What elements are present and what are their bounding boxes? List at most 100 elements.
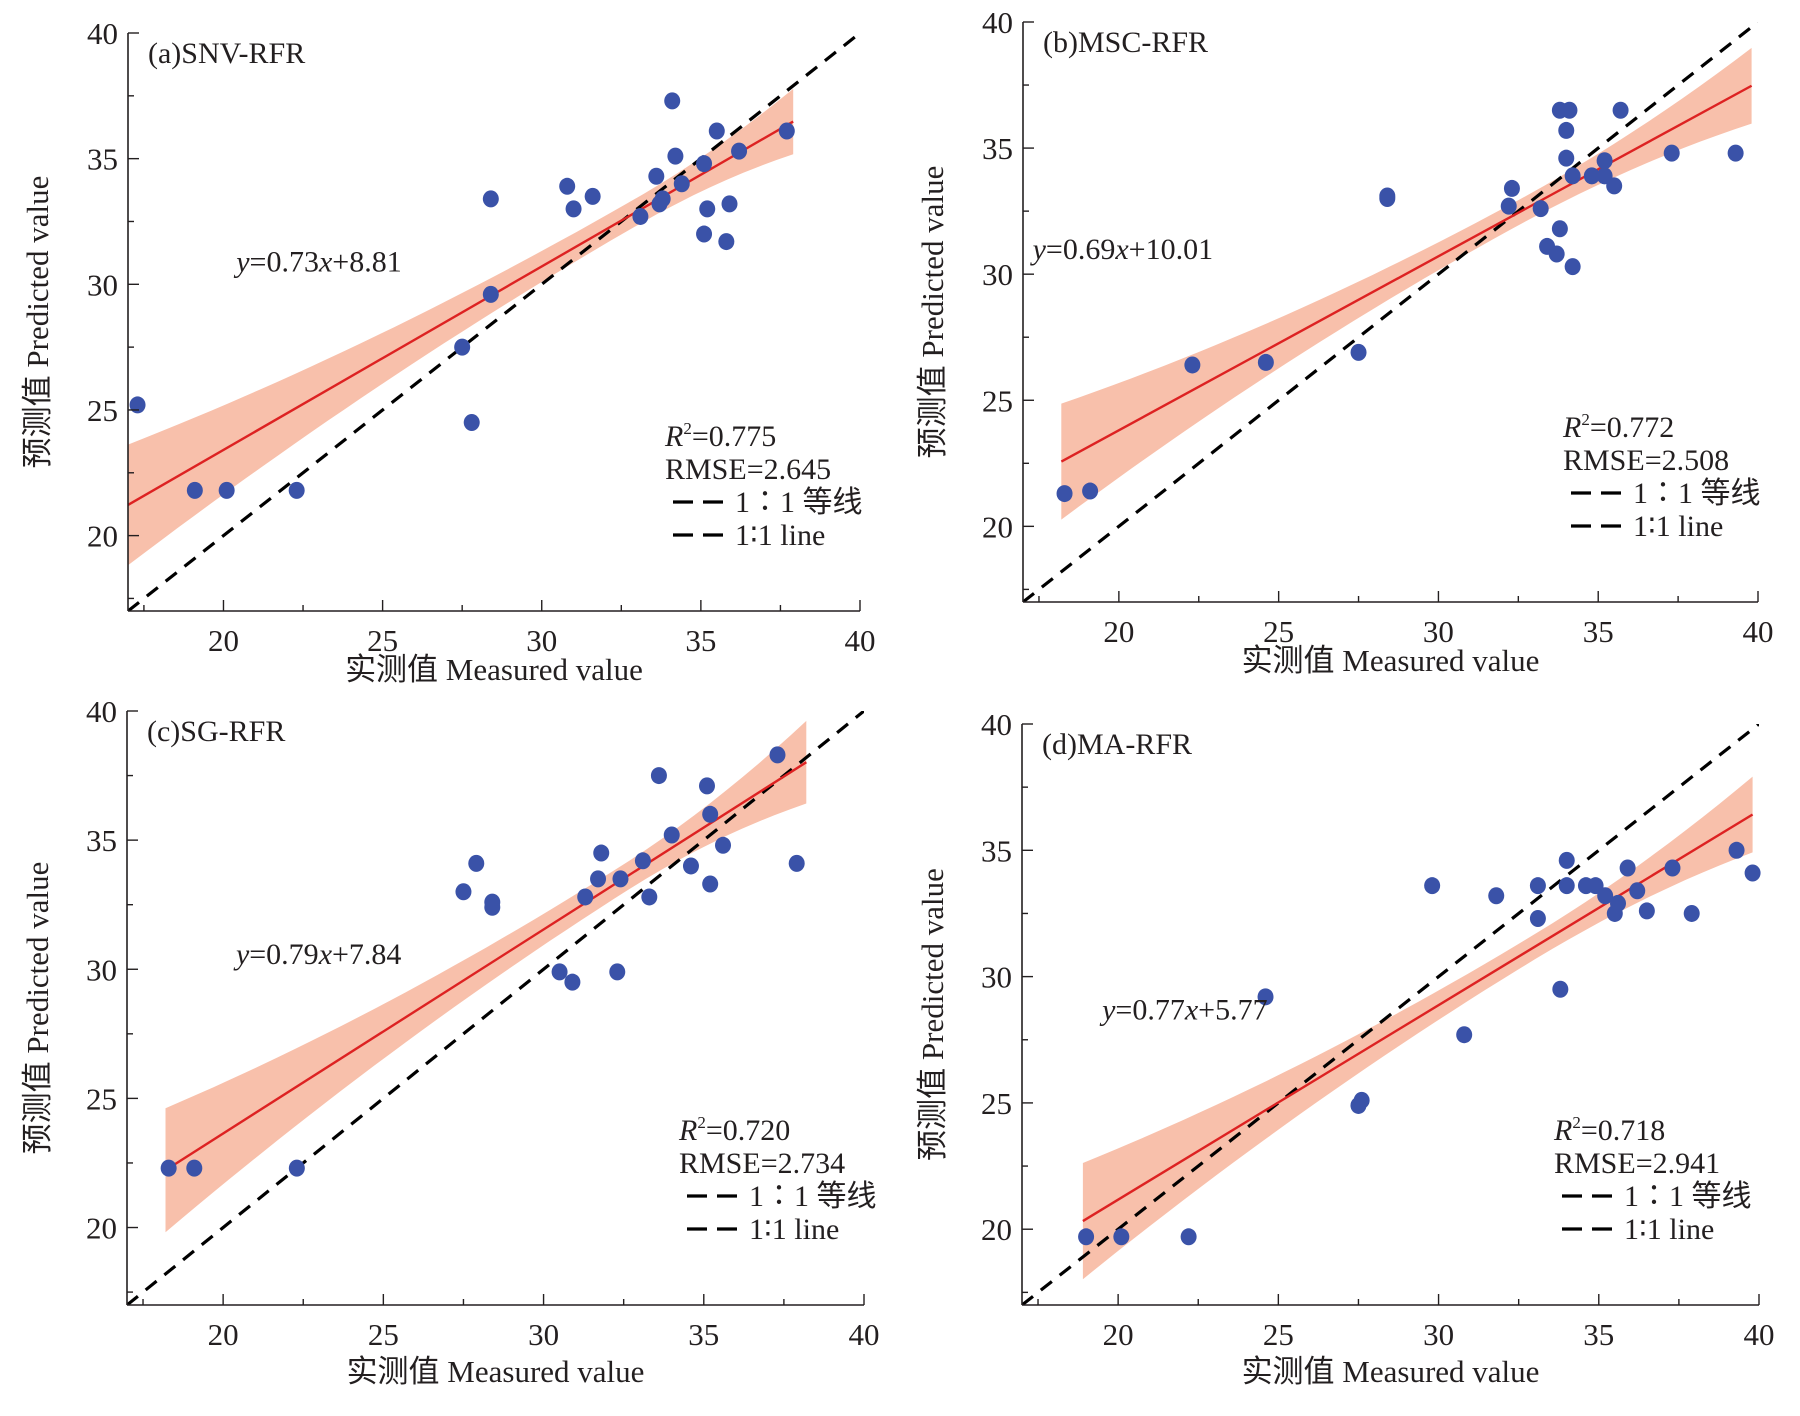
data-point bbox=[559, 177, 576, 195]
y-tick-label: 40 bbox=[86, 694, 117, 729]
data-point bbox=[564, 973, 581, 991]
panel-title: (d)MA-RFR bbox=[1042, 728, 1192, 761]
data-point bbox=[1558, 149, 1575, 167]
y-tick-label: 30 bbox=[981, 960, 1012, 995]
data-point bbox=[565, 200, 582, 218]
y-axis-title: 预测值 Predicted value bbox=[20, 176, 55, 469]
data-point bbox=[1353, 1091, 1370, 1109]
data-point bbox=[715, 836, 732, 854]
rmse: RMSE=2.941 bbox=[1554, 1147, 1720, 1180]
x-tick-label: 30 bbox=[528, 1317, 559, 1352]
x-tick-label: 30 bbox=[526, 623, 557, 658]
r-squared-symbol: R bbox=[664, 420, 683, 453]
y-tick-label: 20 bbox=[87, 519, 118, 554]
data-point bbox=[696, 155, 713, 173]
y-tick-label: 40 bbox=[982, 5, 1013, 40]
data-point bbox=[455, 883, 472, 901]
data-point bbox=[664, 92, 681, 110]
data-point bbox=[1552, 980, 1569, 998]
data-point bbox=[769, 746, 786, 764]
identity-line bbox=[1022, 724, 1759, 1305]
x-tick-label: 35 bbox=[685, 623, 716, 658]
data-point bbox=[696, 225, 713, 243]
equation-part-tail: +10.01 bbox=[1129, 233, 1213, 266]
data-point bbox=[731, 142, 748, 160]
y-axis-title: 预测值 Predicted value bbox=[915, 166, 950, 459]
y-tick-label: 35 bbox=[87, 142, 118, 177]
panel-title: (a)SNV-RFR bbox=[148, 37, 305, 70]
equation-part-y: y bbox=[1030, 233, 1047, 266]
identity-line bbox=[1023, 22, 1758, 602]
panel-d: 20 25 30 35 40 20 25 30 35 40 实测值 Measured value 预测… bbox=[915, 707, 1775, 1389]
r-squared-value: =0.775 bbox=[692, 420, 776, 453]
equation-part-y: y bbox=[233, 938, 250, 971]
data-point bbox=[609, 963, 626, 981]
r-squared-exponent: 2 bbox=[1581, 410, 1590, 429]
r-squared-exponent: 2 bbox=[683, 419, 692, 438]
data-point bbox=[1257, 988, 1274, 1006]
x-tick-label: 40 bbox=[1744, 1317, 1775, 1352]
legend-label: 1∶1 line bbox=[1624, 1213, 1714, 1246]
panel-b: 20 25 30 35 40 20 25 30 35 40 实测值 Measured value 预测… bbox=[915, 5, 1774, 678]
equation-part-mid: =0.79 bbox=[249, 938, 318, 971]
data-point bbox=[1728, 841, 1745, 859]
equation-part-x: x bbox=[1114, 233, 1129, 266]
data-point bbox=[1561, 101, 1578, 119]
data-point bbox=[482, 285, 499, 303]
equation-part-x: x bbox=[1184, 994, 1199, 1027]
data-point bbox=[1597, 887, 1614, 905]
x-tick-label: 35 bbox=[688, 1317, 719, 1352]
equation-part-x: x bbox=[318, 938, 333, 971]
identity-line bbox=[128, 33, 860, 611]
regression-line bbox=[1082, 813, 1754, 1223]
data-point bbox=[1500, 197, 1517, 215]
data-point bbox=[1583, 167, 1600, 185]
data-point bbox=[641, 888, 658, 906]
legend-label: 1∶1 等线 bbox=[749, 1180, 877, 1213]
x-tick-label: 20 bbox=[208, 1317, 239, 1352]
data-point bbox=[454, 338, 471, 356]
data-point bbox=[584, 187, 601, 205]
equation-part-x: x bbox=[318, 246, 333, 279]
data-point bbox=[1612, 101, 1629, 119]
data-point bbox=[1558, 877, 1575, 895]
data-point bbox=[1082, 482, 1099, 500]
regression-equation: y=0.69x+10.01 bbox=[1030, 233, 1214, 266]
equation-part-y: y bbox=[1099, 994, 1116, 1027]
x-tick-label: 40 bbox=[849, 1317, 880, 1352]
data-point bbox=[1596, 152, 1613, 170]
data-point bbox=[1078, 1228, 1095, 1246]
legend-label: 1∶1 line bbox=[735, 519, 825, 552]
data-point bbox=[577, 888, 594, 906]
regression-equation: y=0.79x+7.84 bbox=[233, 938, 401, 971]
equation-part-mid: =0.77 bbox=[1115, 994, 1184, 1027]
data-point bbox=[129, 396, 146, 414]
data-point bbox=[1638, 902, 1655, 920]
x-axis-title: 实测值 Measured value bbox=[1242, 1354, 1540, 1389]
data-point bbox=[1424, 877, 1441, 895]
data-point bbox=[788, 854, 805, 872]
data-point bbox=[1456, 1026, 1473, 1044]
data-point bbox=[667, 147, 684, 165]
legend-label: 1∶1 等线 bbox=[1633, 477, 1761, 510]
data-point bbox=[1503, 179, 1520, 197]
regression-line bbox=[164, 761, 807, 1172]
data-point bbox=[612, 870, 629, 888]
panel-c: 20 25 30 35 40 20 25 30 35 40 实测值 Measured value 预测… bbox=[20, 694, 880, 1389]
equation-part-tail: +7.84 bbox=[332, 938, 401, 971]
x-axis-title: 实测值 Measured value bbox=[347, 1354, 645, 1389]
data-point bbox=[721, 195, 738, 213]
y-tick-label: 25 bbox=[86, 1081, 117, 1116]
data-point bbox=[648, 167, 665, 185]
data-point bbox=[1664, 859, 1681, 877]
data-point bbox=[634, 852, 651, 870]
data-point bbox=[708, 122, 725, 140]
rmse: RMSE=2.508 bbox=[1563, 444, 1729, 477]
data-point bbox=[482, 190, 499, 208]
identity-line bbox=[127, 711, 864, 1305]
data-point bbox=[551, 963, 568, 981]
x-tick-label: 25 bbox=[368, 1317, 399, 1352]
y-tick-label: 20 bbox=[981, 1212, 1012, 1247]
y-tick-label: 20 bbox=[86, 1211, 117, 1246]
x-tick-label: 30 bbox=[1423, 614, 1454, 649]
